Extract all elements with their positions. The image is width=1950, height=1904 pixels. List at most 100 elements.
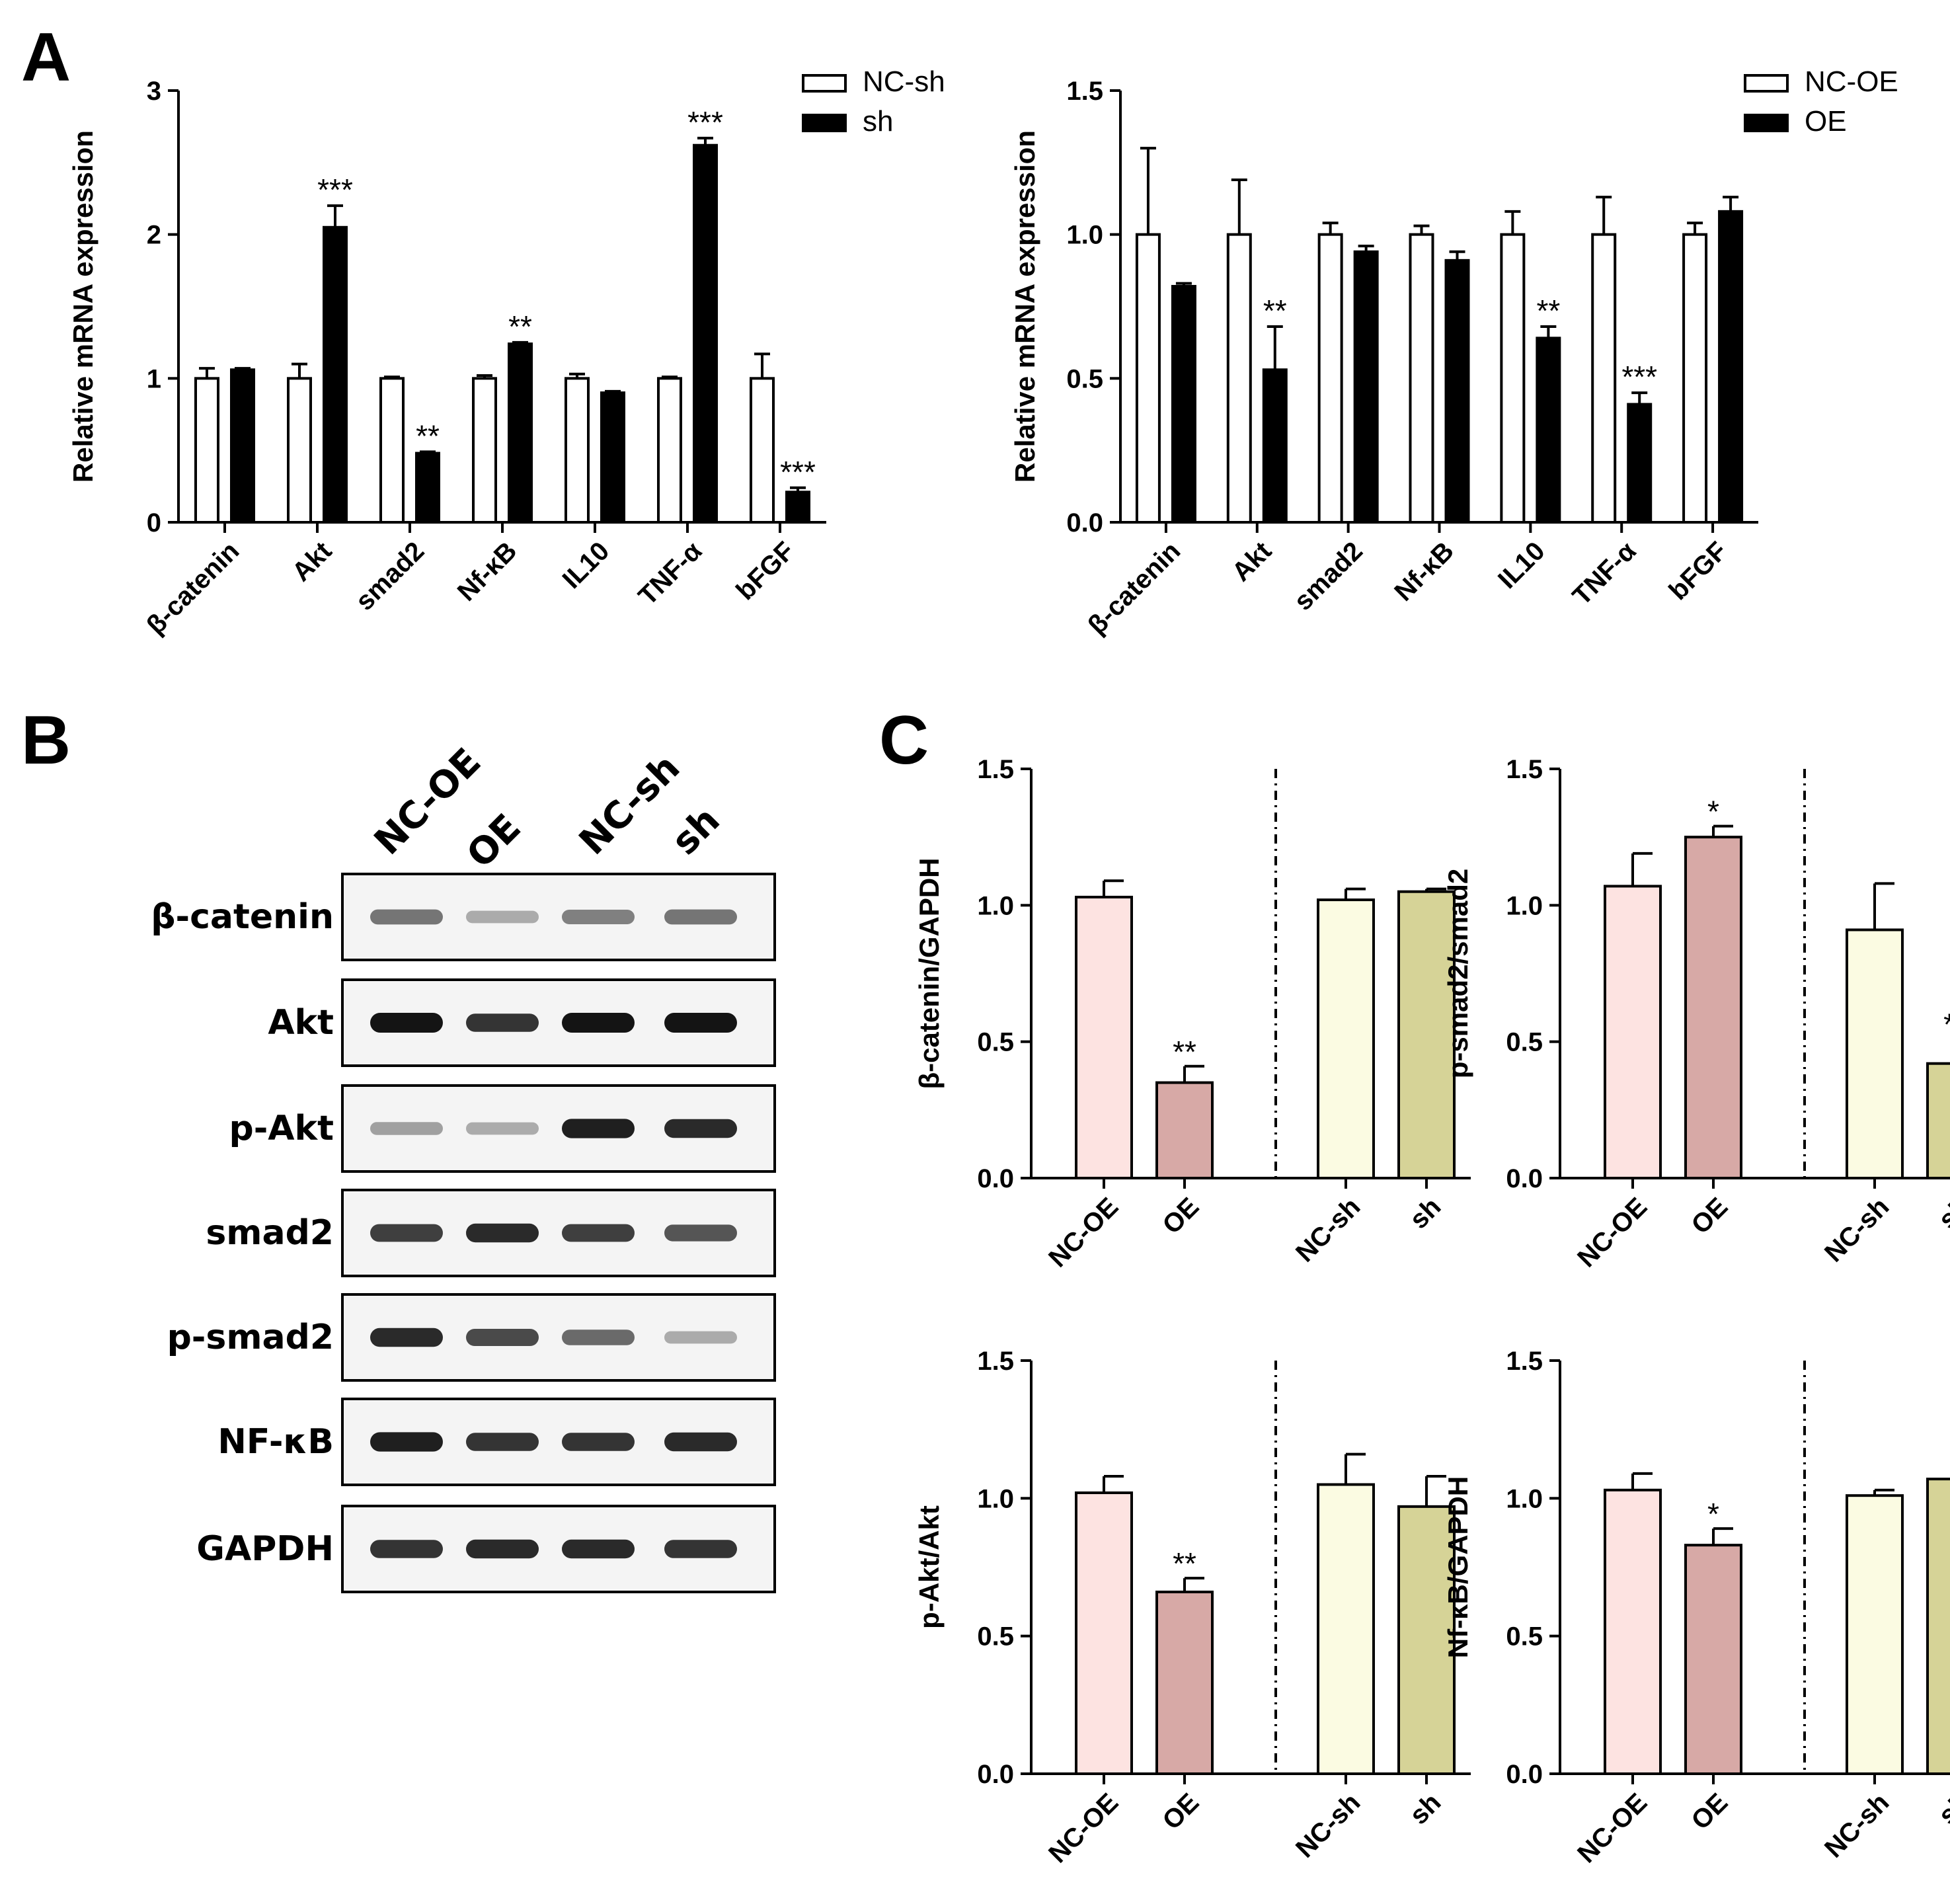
- legend-label: OE: [1805, 105, 1847, 138]
- protein-band: [664, 1119, 737, 1138]
- y-tick-label: 0.0: [1506, 1760, 1543, 1789]
- protein-band: [562, 1329, 635, 1345]
- y-tick-label: 1.5: [977, 755, 1014, 784]
- bar-NC-sh: [750, 377, 775, 524]
- protein-band: [466, 1013, 539, 1032]
- bar-NC-sh: [565, 377, 590, 524]
- bar-NC-sh: [1317, 1483, 1375, 1775]
- bar-OE: [1155, 1591, 1214, 1775]
- protein-band: [562, 1119, 635, 1138]
- y-axis-title: p-Akt/Akt: [914, 1505, 945, 1629]
- y-tick-label: 0.5: [1506, 1028, 1543, 1057]
- bar-NC-OE: [1604, 1488, 1662, 1775]
- category-label: IL10: [557, 536, 615, 594]
- y-tick-label: 1.0: [1066, 221, 1103, 250]
- protein-band: [562, 1013, 635, 1033]
- blot-row: p-smad2: [167, 1293, 776, 1382]
- category-label: TNF-α: [1567, 536, 1642, 611]
- blot-row: smad2: [206, 1189, 776, 1277]
- bar-NC-OE: [1604, 885, 1662, 1179]
- category-label: Akt: [287, 536, 338, 587]
- category-label: Akt: [1226, 536, 1277, 587]
- significance-label: ***: [687, 105, 723, 139]
- bar-NC-sh: [287, 377, 312, 524]
- category-label: smad2: [1288, 536, 1368, 616]
- category-label: sh: [1933, 1788, 1950, 1830]
- bar-OE: [1536, 337, 1561, 524]
- protein-band: [466, 1329, 539, 1346]
- legend-swatch: [802, 74, 847, 93]
- y-tick-label: 0.0: [977, 1164, 1014, 1193]
- protein-band: [562, 1224, 635, 1242]
- y-tick-label: 0.0: [1066, 508, 1103, 537]
- protein-band: [370, 909, 443, 925]
- significance-label: **: [1173, 1546, 1196, 1581]
- category-label: β-catenin: [1082, 536, 1186, 640]
- y-tick-label: 1.5: [1506, 755, 1543, 784]
- bar-sh: [508, 342, 533, 524]
- y-tick-label: 1.5: [1506, 1347, 1543, 1376]
- bar-OE: [1155, 1081, 1214, 1179]
- protein-band: [664, 1331, 737, 1344]
- protein-band: [370, 1328, 443, 1347]
- significance-label: ***: [317, 173, 353, 207]
- y-axis-title: β-catenin/GAPDH: [914, 857, 945, 1089]
- panel-label-a: A: [21, 19, 71, 96]
- protein-band: [664, 1013, 737, 1033]
- blot-label: β-catenin: [151, 897, 334, 937]
- legend-swatch: [1744, 114, 1789, 132]
- y-tick-label: 0: [147, 508, 161, 537]
- bar-NC-sh: [379, 377, 405, 524]
- category-label: TNF-α: [633, 536, 707, 611]
- y-tick-label: 0.5: [1066, 364, 1103, 393]
- y-tick-label: 2: [147, 221, 161, 250]
- category-label: sh: [1933, 1192, 1950, 1234]
- significance-label: **: [1263, 294, 1287, 328]
- significance-label: **: [416, 418, 440, 453]
- protein-band: [466, 910, 539, 924]
- category-label: OE: [1157, 1788, 1204, 1835]
- bar-OE: [1171, 285, 1196, 524]
- category-label: NC-sh: [1290, 1788, 1366, 1863]
- C-4-chart: 0.0 0.5 1.0 1.5 Nf-κB/GAPDH NC-OE * OE NC-sh sh: [1442, 1347, 1950, 1869]
- bar-NC-OE: [1409, 233, 1434, 524]
- protein-band: [370, 1122, 443, 1135]
- blot-row: Akt: [268, 978, 776, 1067]
- legend-swatch: [1744, 74, 1789, 93]
- y-axis-title: p-smad2/smad2: [1442, 869, 1473, 1078]
- blot-row: GAPDH: [196, 1505, 776, 1593]
- category-label: NC-sh: [1819, 1192, 1894, 1267]
- legend-label: sh: [863, 105, 893, 138]
- blot-label: Akt: [268, 1003, 334, 1043]
- category-label: β-catenin: [141, 536, 245, 640]
- y-tick-label: 0.5: [977, 1622, 1014, 1651]
- legend-label: NC-OE: [1805, 65, 1898, 98]
- bar-sh: [693, 143, 718, 524]
- protein-band: [466, 1122, 539, 1135]
- significance-label: **: [1943, 1008, 1950, 1042]
- blot-row: NF-κB: [217, 1398, 776, 1486]
- bar-NC-OE: [1500, 233, 1526, 524]
- y-tick-label: 1.0: [1506, 1484, 1543, 1513]
- bar-sh: [1926, 1478, 1950, 1776]
- blot-label: p-smad2: [167, 1318, 334, 1357]
- bar-NC-sh: [1317, 898, 1375, 1179]
- bar-NC-OE: [1075, 1491, 1133, 1775]
- category-label: sh: [1404, 1192, 1446, 1234]
- panel-label-c: C: [879, 702, 929, 779]
- protein-band: [664, 1432, 737, 1452]
- category-label: bFGF: [730, 536, 800, 606]
- legend-swatch: [802, 114, 847, 132]
- lane-label: sh: [664, 799, 728, 863]
- bar-sh: [323, 225, 348, 524]
- y-axis-title: Nf-κB/GAPDH: [1442, 1476, 1473, 1658]
- bar-OE: [1684, 836, 1742, 1179]
- bar-NC-sh: [194, 377, 219, 524]
- category-label: OE: [1686, 1788, 1733, 1835]
- y-tick-label: 0.0: [977, 1760, 1014, 1789]
- protein-band: [466, 1433, 539, 1451]
- bar-NC-OE: [1591, 233, 1617, 524]
